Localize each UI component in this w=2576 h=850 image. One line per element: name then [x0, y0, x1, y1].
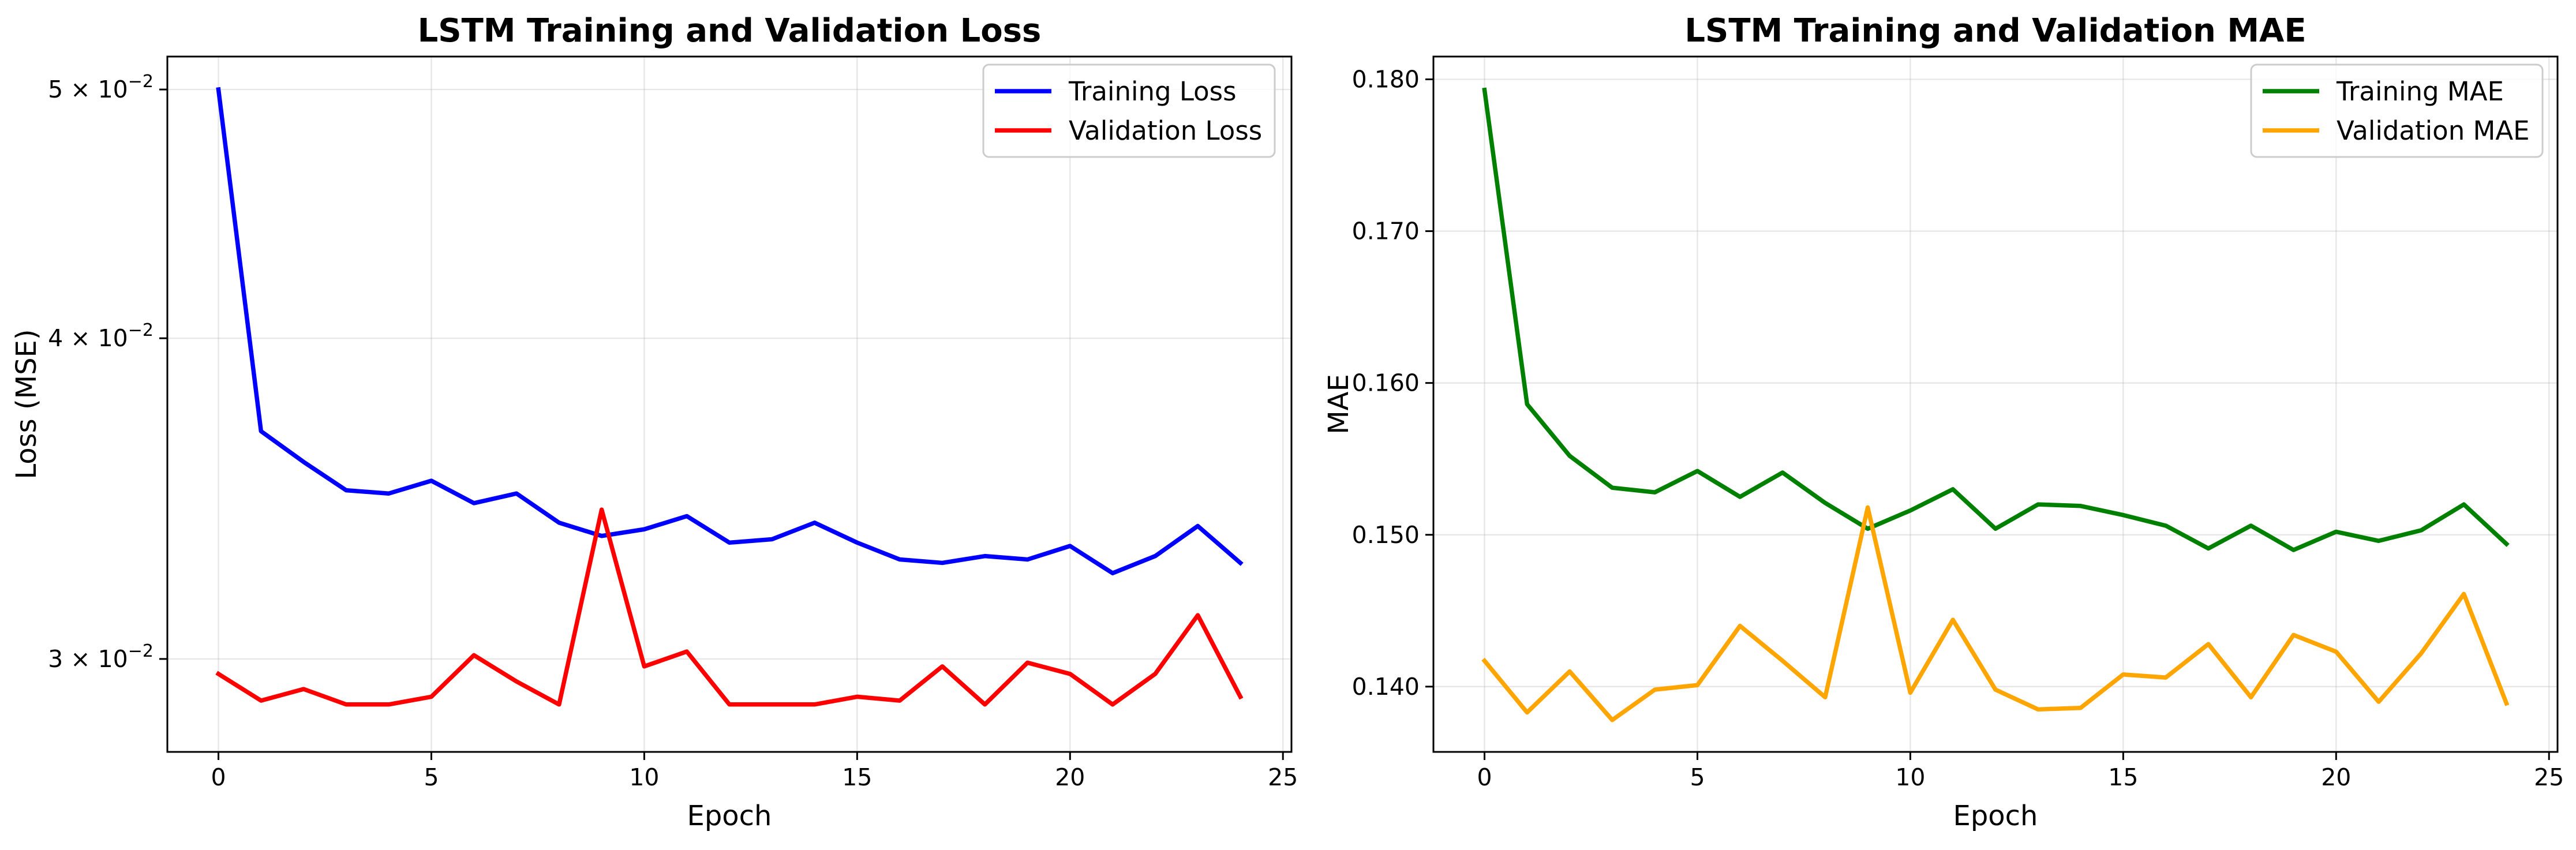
y-tick-label: 0.150: [1352, 521, 1420, 549]
x-axis-label: Epoch: [687, 800, 772, 832]
y-tick-label: 0.160: [1352, 369, 1420, 397]
series-line-training-mae: [1482, 87, 2510, 552]
series-line-validation-loss: [215, 507, 1244, 707]
x-tick-label: 15: [842, 763, 872, 791]
y-axis-label: MAE: [1323, 374, 1355, 435]
series-line-training-loss: [216, 87, 1244, 575]
chart-title: LSTM Training and Validation Loss: [418, 12, 1042, 50]
x-tick-label: 25: [2534, 763, 2564, 791]
y-tick-label: 0.180: [1352, 65, 1420, 93]
y-axis-label: Loss (MSE): [10, 329, 43, 479]
loss-chart: 0 5 10 15 20 25 3 × 10−2 4 × 10−2 5 × 10−2 LSTM T…: [10, 12, 1298, 832]
y-tick-label: 0.140: [1352, 673, 1420, 701]
axes-frame: [166, 55, 1293, 753]
gridlines: [167, 57, 1291, 752]
y-tick-label: 4 × 10−2: [48, 320, 153, 352]
gridlines: [1433, 57, 2558, 752]
x-tick-label: 5: [424, 763, 439, 791]
legend: Training Loss Validation Loss: [982, 63, 1276, 158]
x-tick-label: 20: [1055, 763, 1085, 791]
legend-box: [2250, 63, 2544, 158]
legend-label-training-mae: Training MAE: [2336, 76, 2504, 107]
x-tick-label: 10: [1895, 763, 1925, 791]
x-tick-label: 0: [211, 763, 226, 791]
y-tick-label: 3 × 10−2: [48, 641, 153, 673]
x-tick-label: 20: [2321, 763, 2351, 791]
legend-label-validation-loss: Validation Loss: [1069, 115, 1262, 146]
mae-chart: 0 5 10 15 20 25 0.140 0.150 0.160 0.170 0.180 LSTM …: [1323, 12, 2564, 832]
chart-title: LSTM Training and Validation MAE: [1684, 12, 2306, 50]
x-tick-label: 5: [1690, 763, 1705, 791]
x-tick-label: 25: [1268, 763, 1298, 791]
series-line-validation-mae: [1481, 505, 2510, 722]
x-tick-label: 10: [629, 763, 659, 791]
axes-frame: [1432, 55, 2559, 753]
y-tick-label: 0.170: [1352, 218, 1420, 245]
legend-label-training-loss: Training Loss: [1068, 76, 1237, 107]
x-tick-label: 15: [2108, 763, 2138, 791]
legend-label-validation-mae: Validation MAE: [2337, 115, 2530, 146]
legend: Training MAE Validation MAE: [2250, 63, 2544, 158]
x-tick-label: 0: [1477, 763, 1492, 791]
x-axis-label: Epoch: [1953, 800, 2038, 832]
y-tick-label: 5 × 10−2: [48, 72, 153, 103]
legend-box: [982, 63, 1276, 158]
